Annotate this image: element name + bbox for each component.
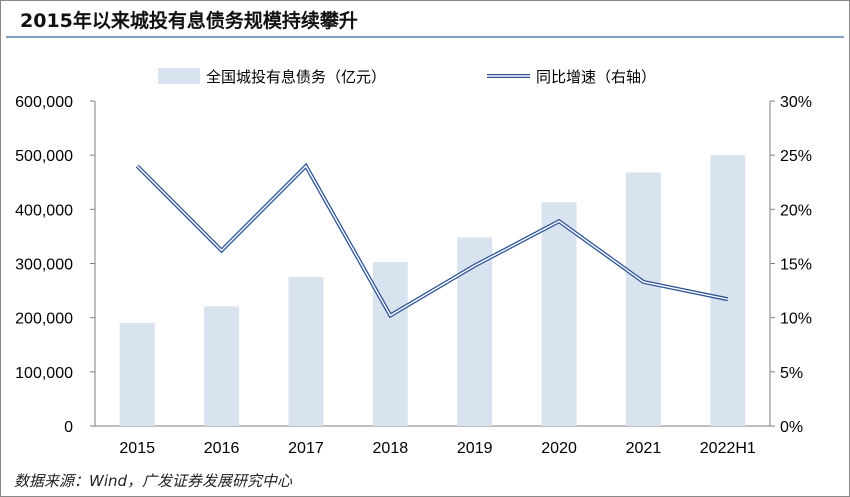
right-tick-label: 10% xyxy=(780,311,812,328)
x-tick-label: 2017 xyxy=(288,440,324,457)
tick-labels: 0 100,000 200,000 300,000 400,000 500,000 600,… xyxy=(15,94,812,457)
right-tick-label: 0% xyxy=(780,419,803,436)
x-tick-label: 2016 xyxy=(204,440,240,457)
x-tick-label: 2018 xyxy=(373,440,409,457)
bar-2021 xyxy=(625,172,661,426)
right-tick-label: 5% xyxy=(780,365,803,382)
legend-line-label: 同比增速（右轴） xyxy=(536,68,656,86)
growth-line-core xyxy=(136,164,728,317)
bar-2018 xyxy=(372,261,408,426)
line-series xyxy=(135,162,729,319)
left-tick-label: 300,000 xyxy=(15,257,73,274)
left-tick-label: 400,000 xyxy=(15,202,73,219)
legend-bar-swatch xyxy=(158,68,200,84)
left-tick-label: 500,000 xyxy=(15,148,73,165)
right-tick-label: 30% xyxy=(780,94,812,111)
x-tick-label: 2020 xyxy=(541,440,577,457)
bar-2022H1 xyxy=(710,155,746,426)
bar-2017 xyxy=(288,277,324,426)
right-tick-label: 15% xyxy=(780,257,812,274)
legend-bar-label: 全国城投有息债务（亿元） xyxy=(206,68,386,86)
left-tick-label: 100,000 xyxy=(15,365,73,382)
bar-2019 xyxy=(457,237,493,426)
left-tick-label: 200,000 xyxy=(15,311,73,328)
right-tick-label: 25% xyxy=(780,148,812,165)
legend: 全国城投有息债务（亿元） 同比增速（右轴） xyxy=(158,68,656,86)
x-tick-label: 2021 xyxy=(626,440,662,457)
left-tick-label: 0 xyxy=(64,419,73,436)
x-tick-label: 2019 xyxy=(457,440,493,457)
x-tick-label: 2022H1 xyxy=(700,440,756,457)
source-note: 数据来源：Wind，广发证券发展研究中心 xyxy=(14,472,293,490)
bar-2016 xyxy=(204,306,240,426)
chart-title: 2015年以来城投有息债务规模持续攀升 xyxy=(20,10,358,32)
chart-axes xyxy=(90,100,775,427)
right-tick-label: 20% xyxy=(780,202,812,219)
x-tick-label: 2015 xyxy=(119,440,155,457)
bar-2020 xyxy=(541,202,577,426)
bar-series xyxy=(119,155,746,426)
title-underline xyxy=(6,36,844,38)
bar-2015 xyxy=(119,323,155,426)
left-tick-label: 600,000 xyxy=(15,94,73,111)
